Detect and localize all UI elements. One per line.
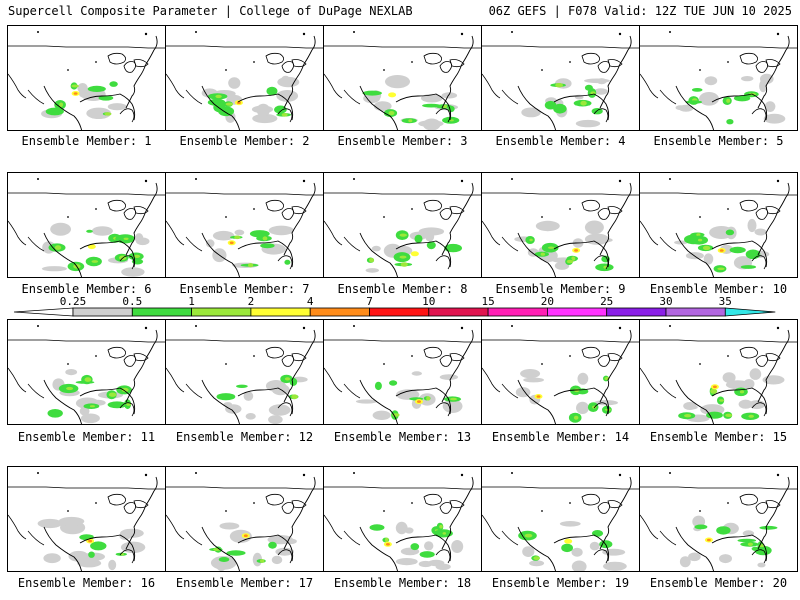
legend-threshold-label: 0.5 [122, 295, 142, 308]
map-plot [324, 31, 481, 130]
ensemble-member-label: Ensemble Member: 19 [491, 576, 630, 590]
legend-arrow-right [724, 307, 776, 317]
map-plot [166, 472, 323, 571]
ensemble-map-panel [7, 172, 166, 278]
ensemble-map-panel [639, 25, 798, 131]
legend-threshold-label: 2 [248, 295, 255, 308]
ensemble-member-label: Ensemble Member: 14 [491, 430, 630, 444]
ensemble-map-panel [165, 466, 324, 572]
legend-color-segment [606, 307, 667, 317]
map-plot [8, 178, 165, 277]
ensemble-member-label: Ensemble Member: 5 [653, 134, 784, 148]
ensemble-map-panel [165, 319, 324, 425]
ensemble-member-label: Ensemble Member: 6 [21, 282, 152, 296]
map-plot [8, 325, 165, 424]
legend-threshold-label: 1 [188, 295, 195, 308]
ensemble-map-panel [165, 172, 324, 278]
legend-color-segment [369, 307, 430, 317]
chart-title: Supercell Composite Parameter | College … [8, 4, 413, 18]
map-plot [482, 325, 639, 424]
map-plot [166, 31, 323, 130]
ensemble-map-panel [481, 466, 640, 572]
ensemble-member-label: Ensemble Member: 8 [337, 282, 468, 296]
ensemble-map-panel [7, 25, 166, 131]
ensemble-member-label: Ensemble Member: 13 [333, 430, 472, 444]
legend-color-segment [665, 307, 726, 317]
ensemble-map-panel [323, 172, 482, 278]
map-plot [640, 325, 797, 424]
ensemble-member-label: Ensemble Member: 2 [179, 134, 310, 148]
legend-threshold-label: 7 [366, 295, 373, 308]
color-scale-legend: 0.25 0.5 1 2 4 7 10 15 20 25 30 35 [0, 295, 800, 322]
legend-threshold-label: 0.25 [60, 295, 87, 308]
map-plot [324, 325, 481, 424]
ensemble-member-label: Ensemble Member: 11 [17, 430, 156, 444]
legend-color-segment [250, 307, 311, 317]
model-run-info: 06Z GEFS | F078 Valid: 12Z TUE JUN 10 20… [488, 4, 792, 18]
map-plot [324, 178, 481, 277]
ensemble-map-panel [7, 319, 166, 425]
ensemble-map-panel [323, 319, 482, 425]
ensemble-member-label: Ensemble Member: 1 [21, 134, 152, 148]
legend-color-segment [131, 307, 193, 317]
ensemble-member-label: Ensemble Member: 4 [495, 134, 626, 148]
map-plot [482, 31, 639, 130]
legend-threshold-label: 30 [659, 295, 672, 308]
map-plot [166, 178, 323, 277]
map-plot [640, 472, 797, 571]
legend-threshold-label: 15 [481, 295, 494, 308]
ensemble-member-label: Ensemble Member: 3 [337, 134, 468, 148]
ensemble-map-panel [165, 25, 324, 131]
legend-threshold-label: 25 [600, 295, 613, 308]
legend-color-segment [428, 307, 489, 317]
legend-color-segment [309, 307, 370, 317]
map-plot [640, 31, 797, 130]
ensemble-map-panel [323, 466, 482, 572]
map-plot [482, 472, 639, 571]
legend-threshold-label: 4 [307, 295, 314, 308]
ensemble-member-label: Ensemble Member: 16 [17, 576, 156, 590]
map-plot [166, 325, 323, 424]
ensemble-member-label: Ensemble Member: 12 [175, 430, 314, 444]
ensemble-map-panel [639, 466, 798, 572]
legend-threshold-label: 35 [719, 295, 732, 308]
legend-color-segment [487, 307, 548, 317]
map-plot [640, 178, 797, 277]
ensemble-member-label: Ensemble Member: 10 [649, 282, 788, 296]
ensemble-map-panel [481, 172, 640, 278]
legend-bar: 0.25 0.5 1 2 4 7 10 15 20 25 30 35 [13, 295, 776, 317]
map-plot [8, 31, 165, 130]
map-plot [8, 472, 165, 571]
ensemble-map-panel [639, 172, 798, 278]
legend-color-segment [547, 307, 608, 317]
legend-color-segment [191, 307, 252, 317]
ensemble-member-label: Ensemble Member: 18 [333, 576, 472, 590]
ensemble-map-panel [323, 25, 482, 131]
legend-color-segment [72, 307, 133, 317]
ensemble-member-label: Ensemble Member: 15 [649, 430, 788, 444]
legend-threshold-label: 20 [541, 295, 554, 308]
ensemble-member-label: Ensemble Member: 20 [649, 576, 788, 590]
map-plot [324, 472, 481, 571]
map-plot [482, 178, 639, 277]
ensemble-member-label: Ensemble Member: 9 [495, 282, 626, 296]
ensemble-map-panel [481, 25, 640, 131]
ensemble-map-panel [481, 319, 640, 425]
legend-threshold-label: 10 [422, 295, 435, 308]
ensemble-member-label: Ensemble Member: 7 [179, 282, 310, 296]
ensemble-map-panel [7, 466, 166, 572]
ensemble-member-label: Ensemble Member: 17 [175, 576, 314, 590]
legend-arrow-left [13, 307, 74, 317]
ensemble-map-panel [639, 319, 798, 425]
